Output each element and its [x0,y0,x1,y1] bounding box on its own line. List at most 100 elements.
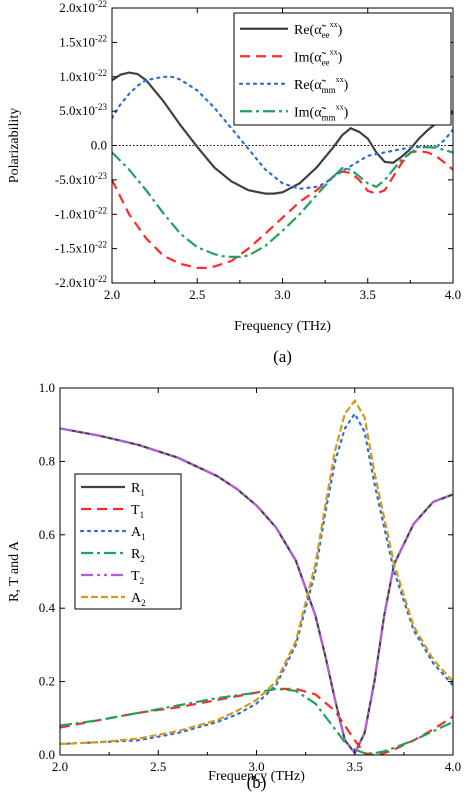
legend-entry: T1 [131,503,144,520]
x-tick-label: 4.0 [445,287,461,302]
legend-entry-prefix: Im( [294,105,315,120]
legend-entry-subscript: ee [322,30,330,40]
y-tick-base: 0.8 [39,453,55,468]
legend-entry-superscript: xx [330,47,338,56]
series-line-r2 [60,687,453,755]
y-axis-title: R, T and A [7,540,22,602]
y-tick-base: 2.0x10 [59,0,95,15]
y-tick-base: 0.6 [39,527,56,542]
series-line-t1 [60,687,453,755]
y-tick-base: -5.0x10 [55,172,95,187]
y-tick-base: -2.0x10 [55,275,95,290]
y-tick-label: 0.8 [39,453,55,468]
legend-entry-suffix: ) [344,105,349,120]
legend-entry: A2 [131,591,146,608]
legend-entry-subscript: 2 [140,576,145,586]
legend-box [233,12,452,126]
x-tick-label: 2.5 [189,287,205,302]
legend-entry-suffix: ) [338,50,343,65]
legend-entry: R1 [131,481,145,498]
y-axis-title: Polarizability [7,108,22,183]
y-tick-label: 0.4 [39,600,56,615]
y-tick-base: -1.5x10 [55,241,95,256]
legend-entry-suffix: ) [338,23,343,38]
y-tick-label: 5.0x10-23 [59,102,107,118]
y-tick-label: 0.0 [39,747,55,762]
series-line-im-mm-xx- [112,145,453,258]
series-line-a2 [60,398,453,746]
legend-entry-prefix: A [131,591,142,606]
legend-entry-subscript: ee [322,57,330,67]
y-tick-exponent: -23 [95,171,107,181]
legend-entry-superscript: xx [330,20,338,29]
x-axis-title: Frequency (THz) [208,769,305,784]
x-tick-label: 2.0 [104,287,120,302]
y-tick-label: 2.0x10-22 [59,0,107,15]
y-tick-label: 0.0 [91,138,107,153]
legend-entry-prefix: R [131,481,141,496]
y-tick-label: 0.6 [39,527,56,542]
y-tick-label: 1.5x10-22 [59,33,107,49]
x-tick-label: 3.5 [347,759,363,774]
legend-entry-prefix: Re( [294,23,315,38]
x-tick-label: 2.0 [52,759,68,774]
legend-entry-prefix: T [131,569,140,584]
y-tick-exponent: -22 [95,240,107,250]
legend-entry-subscript: mm [322,112,336,122]
y-tick-exponent: -22 [95,274,107,284]
y-tick-base: 5.0x10 [59,103,95,118]
legend-entry-prefix: R [131,547,141,562]
legend-entry-subscript: 1 [140,488,145,498]
series-group [112,71,453,269]
legend-entry-prefix: Re( [294,78,315,93]
legend-entry-superscript: xx [336,75,344,84]
y-tick-exponent: -22 [95,0,107,9]
legend-entry-subscript: mm [322,85,336,95]
y-tick-base: 1.5x10 [59,34,95,49]
legend-entry-superscript: xx [336,102,344,111]
series-group [60,398,453,755]
y-tick-label: 1.0x10-22 [59,68,107,84]
y-tick-base: 0.2 [39,674,55,689]
legend: Re(α̃eexx)Im(α̃eexx)Re(α̃mmxx)Im(α̃mmxx) [233,12,452,126]
legend-entry-suffix: ) [344,78,349,93]
y-tick-base: 1.0 [39,380,55,395]
legend-entry-prefix: Im( [294,50,315,65]
legend-box [74,473,182,610]
x-tick-label: 2.5 [150,759,166,774]
legend-entry-prefix: A [131,525,142,540]
x-tick-label: 3.5 [360,287,376,302]
x-tick-label: 3.0 [248,759,264,774]
panel-a: 2.0 2.5 3.0 3.5 4.02.0x10-221.5x10-221.0x10-… [7,0,461,366]
legend-entry: A1 [131,525,146,542]
y-tick-exponent: -23 [95,102,107,112]
y-tick-base: -1.0x10 [55,206,95,221]
legend-entry-prefix: T [131,503,140,518]
y-tick-label: 1.0 [39,380,55,395]
series-line-t2 [60,427,453,755]
legend-entry-subscript: 1 [141,532,146,542]
y-tick-label: -1.0x10-22 [55,205,107,221]
y-tick-base: 0.0 [39,747,55,762]
y-tick-base: 0.4 [39,600,56,615]
y-tick-exponent: -22 [95,33,107,43]
legend-entry: R2 [131,547,145,564]
legend-entry-subscript: 2 [141,598,146,608]
series-line-a1 [60,411,453,746]
x-tick-label: 3.0 [274,287,290,302]
y-tick-label: 0.2 [39,674,55,689]
legend-entry: T2 [131,569,144,586]
y-tick-exponent: -22 [95,205,107,215]
y-tick-exponent: -22 [95,68,107,78]
y-tick-base: 1.0x10 [59,69,95,84]
panel-caption: (b) [247,773,267,792]
panel-caption: (a) [273,347,292,366]
x-tick-label: 4.0 [445,759,461,774]
x-axis-title: Frequency (THz) [234,319,331,334]
y-tick-label: -1.5x10-22 [55,240,107,256]
y-tick-base: 0.0 [91,138,107,153]
panel-b: 2.0 2.5 3.0 3.5 4.0 0.0 0.2 0.4 0.6 0.8 1.0 Frequen… [7,380,461,792]
